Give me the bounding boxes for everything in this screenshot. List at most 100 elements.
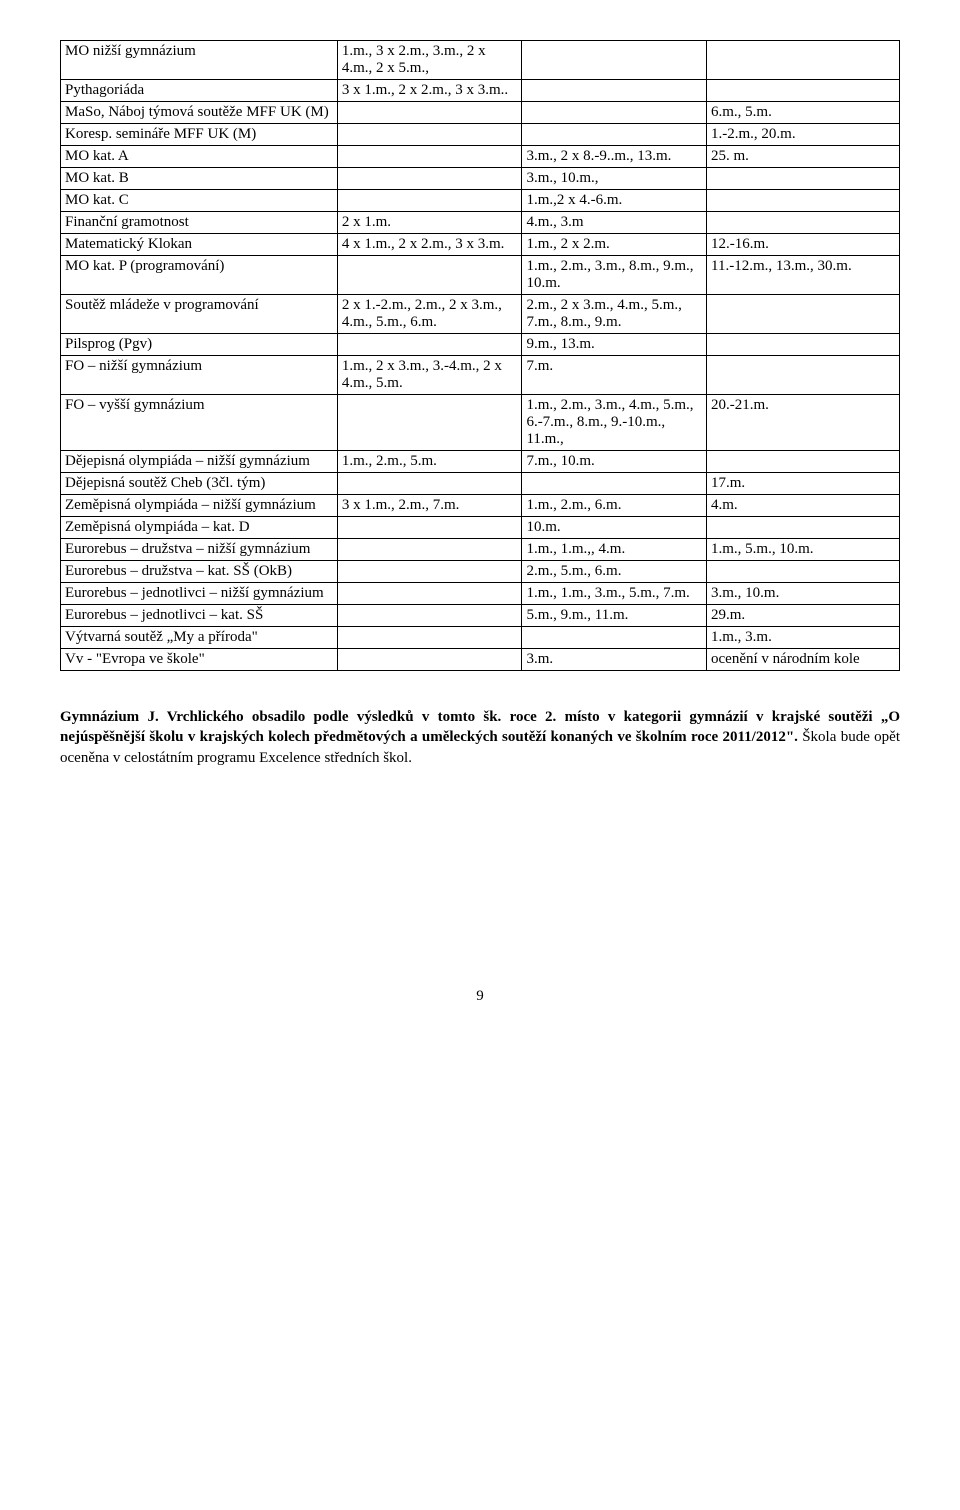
table-row: Pythagoriáda3 x 1.m., 2 x 2.m., 3 x 3.m.… xyxy=(61,80,900,102)
table-cell: MO kat. P (programování) xyxy=(61,256,338,295)
table-cell: MO kat. B xyxy=(61,168,338,190)
table-cell: MO kat. C xyxy=(61,190,338,212)
table-cell: Finanční gramotnost xyxy=(61,212,338,234)
table-cell: 1.m., 2.m., 3.m., 8.m., 9.m., 10.m. xyxy=(522,256,707,295)
table-cell xyxy=(522,124,707,146)
table-cell xyxy=(337,190,522,212)
table-cell xyxy=(707,561,900,583)
table-row: Eurorebus – družstva – kat. SŠ (OkB) 2.m.… xyxy=(61,561,900,583)
table-cell xyxy=(337,627,522,649)
table-row: Matematický Klokan4 x 1.m., 2 x 2.m., 3 … xyxy=(61,234,900,256)
table-cell: 1.m., 1.m.,, 4.m. xyxy=(522,539,707,561)
table-cell xyxy=(707,295,900,334)
table-cell xyxy=(707,190,900,212)
table-row: MO nižší gymnázium1.m., 3 x 2.m., 3.m., … xyxy=(61,41,900,80)
table-cell: 1.m., 2.m., 5.m. xyxy=(337,451,522,473)
table-row: Dějepisná soutěž Cheb (3čl. tým)17.m. xyxy=(61,473,900,495)
table-cell xyxy=(707,517,900,539)
table-cell xyxy=(707,334,900,356)
table-cell: 1.m., 2.m., 6.m. xyxy=(522,495,707,517)
table-row: Vv - "Evropa ve škole"3.m.ocenění v náro… xyxy=(61,649,900,671)
table-row: MO kat. A3.m., 2 x 8.-9..m., 13.m.25. m. xyxy=(61,146,900,168)
table-cell: Pythagoriáda xyxy=(61,80,338,102)
table-cell: Eurorebus – jednotlivci – nižší gymnáziu… xyxy=(61,583,338,605)
table-cell: 1.m.,2 x 4.-6.m. xyxy=(522,190,707,212)
table-cell: 2 x 1.-2.m., 2.m., 2 x 3.m., 4.m., 5.m.,… xyxy=(337,295,522,334)
table-cell xyxy=(707,168,900,190)
table-row: Finanční gramotnost2 x 1.m.4.m., 3.m xyxy=(61,212,900,234)
table-cell: 7.m., 10.m. xyxy=(522,451,707,473)
table-cell: Matematický Klokan xyxy=(61,234,338,256)
table-cell: Eurorebus – družstva – kat. SŠ (OkB) xyxy=(61,561,338,583)
table-cell: Dějepisná olympiáda – nižší gymnázium xyxy=(61,451,338,473)
table-cell: 1.m., 2.m., 3.m., 4.m., 5.m., 6.-7.m., 8… xyxy=(522,395,707,451)
table-cell: 9.m., 13.m. xyxy=(522,334,707,356)
table-cell: FO – nižší gymnázium xyxy=(61,356,338,395)
table-cell: FO – vyšší gymnázium xyxy=(61,395,338,451)
table-cell: 3 x 1.m., 2 x 2.m., 3 x 3.m.. xyxy=(337,80,522,102)
table-cell xyxy=(337,124,522,146)
table-row: Pilsprog (Pgv) 9.m., 13.m. xyxy=(61,334,900,356)
table-cell: 1.m., 3.m. xyxy=(707,627,900,649)
table-cell: 5.m., 9.m., 11.m. xyxy=(522,605,707,627)
table-cell xyxy=(337,334,522,356)
summary-bold: Gymnázium J. Vrchlického obsadilo podle … xyxy=(60,709,900,745)
table-cell xyxy=(337,395,522,451)
table-row: Výtvarná soutěž „My a příroda" 1.m., 3.m. xyxy=(61,627,900,649)
table-cell: MaSo, Náboj týmová soutěže MFF UK (M) xyxy=(61,102,338,124)
table-cell: 3.m. xyxy=(522,649,707,671)
table-cell: Výtvarná soutěž „My a příroda" xyxy=(61,627,338,649)
table-row: MaSo, Náboj týmová soutěže MFF UK (M) 6.m… xyxy=(61,102,900,124)
table-cell: Koresp. semináře MFF UK (M) xyxy=(61,124,338,146)
table-cell: 29.m. xyxy=(707,605,900,627)
table-cell xyxy=(337,473,522,495)
table-cell: 1.m., 5.m., 10.m. xyxy=(707,539,900,561)
table-cell: 2.m., 5.m., 6.m. xyxy=(522,561,707,583)
table-cell: 3.m., 10.m., xyxy=(522,168,707,190)
table-row: Koresp. semináře MFF UK (M)1.-2.m., 20.m… xyxy=(61,124,900,146)
table-cell xyxy=(337,649,522,671)
table-cell xyxy=(707,41,900,80)
table-cell: Soutěž mládeže v programování xyxy=(61,295,338,334)
table-cell xyxy=(522,473,707,495)
table-row: Eurorebus – jednotlivci – kat. SŠ 5.m., 9… xyxy=(61,605,900,627)
table-row: Eurorebus – jednotlivci – nižší gymnáziu… xyxy=(61,583,900,605)
table-cell xyxy=(337,605,522,627)
table-cell: 4 x 1.m., 2 x 2.m., 3 x 3.m. xyxy=(337,234,522,256)
table-cell: 7.m. xyxy=(522,356,707,395)
table-cell: 1.m., 1.m., 3.m., 5.m., 7.m. xyxy=(522,583,707,605)
table-cell xyxy=(337,583,522,605)
table-cell: MO kat. A xyxy=(61,146,338,168)
table-cell xyxy=(522,41,707,80)
table-cell xyxy=(337,561,522,583)
table-cell xyxy=(707,451,900,473)
table-row: Soutěž mládeže v programování2 x 1.-2.m.… xyxy=(61,295,900,334)
results-table: MO nižší gymnázium1.m., 3 x 2.m., 3.m., … xyxy=(60,40,900,671)
table-cell: 1.m., 2 x 2.m. xyxy=(522,234,707,256)
table-cell xyxy=(522,627,707,649)
table-cell: ocenění v národním kole xyxy=(707,649,900,671)
table-cell: 6.m., 5.m. xyxy=(707,102,900,124)
table-cell: 2.m., 2 x 3.m., 4.m., 5.m., 7.m., 8.m., … xyxy=(522,295,707,334)
table-cell: 3.m., 10.m. xyxy=(707,583,900,605)
table-cell: 1.m., 2 x 3.m., 3.-4.m., 2 x 4.m., 5.m. xyxy=(337,356,522,395)
table-cell: 20.-21.m. xyxy=(707,395,900,451)
table-cell: Eurorebus – jednotlivci – kat. SŠ xyxy=(61,605,338,627)
table-cell: 1.m., 3 x 2.m., 3.m., 2 x 4.m., 2 x 5.m.… xyxy=(337,41,522,80)
table-row: Zeměpisná olympiáda – kat. D10.m. xyxy=(61,517,900,539)
table-cell: Pilsprog (Pgv) xyxy=(61,334,338,356)
table-cell xyxy=(337,102,522,124)
table-row: MO kat. P (programování) 1.m., 2.m., 3.m.… xyxy=(61,256,900,295)
table-cell: MO nižší gymnázium xyxy=(61,41,338,80)
table-cell: 12.-16.m. xyxy=(707,234,900,256)
table-cell xyxy=(522,102,707,124)
table-row: Eurorebus – družstva – nižší gymnázium 1.… xyxy=(61,539,900,561)
table-cell xyxy=(337,146,522,168)
table-row: Dějepisná olympiáda – nižší gymnázium1.m… xyxy=(61,451,900,473)
table-cell: Eurorebus – družstva – nižší gymnázium xyxy=(61,539,338,561)
summary-paragraph: Gymnázium J. Vrchlického obsadilo podle … xyxy=(60,707,900,768)
table-cell xyxy=(522,80,707,102)
table-cell: 10.m. xyxy=(522,517,707,539)
table-cell: 17.m. xyxy=(707,473,900,495)
table-cell: Zeměpisná olympiáda – nižší gymnázium xyxy=(61,495,338,517)
